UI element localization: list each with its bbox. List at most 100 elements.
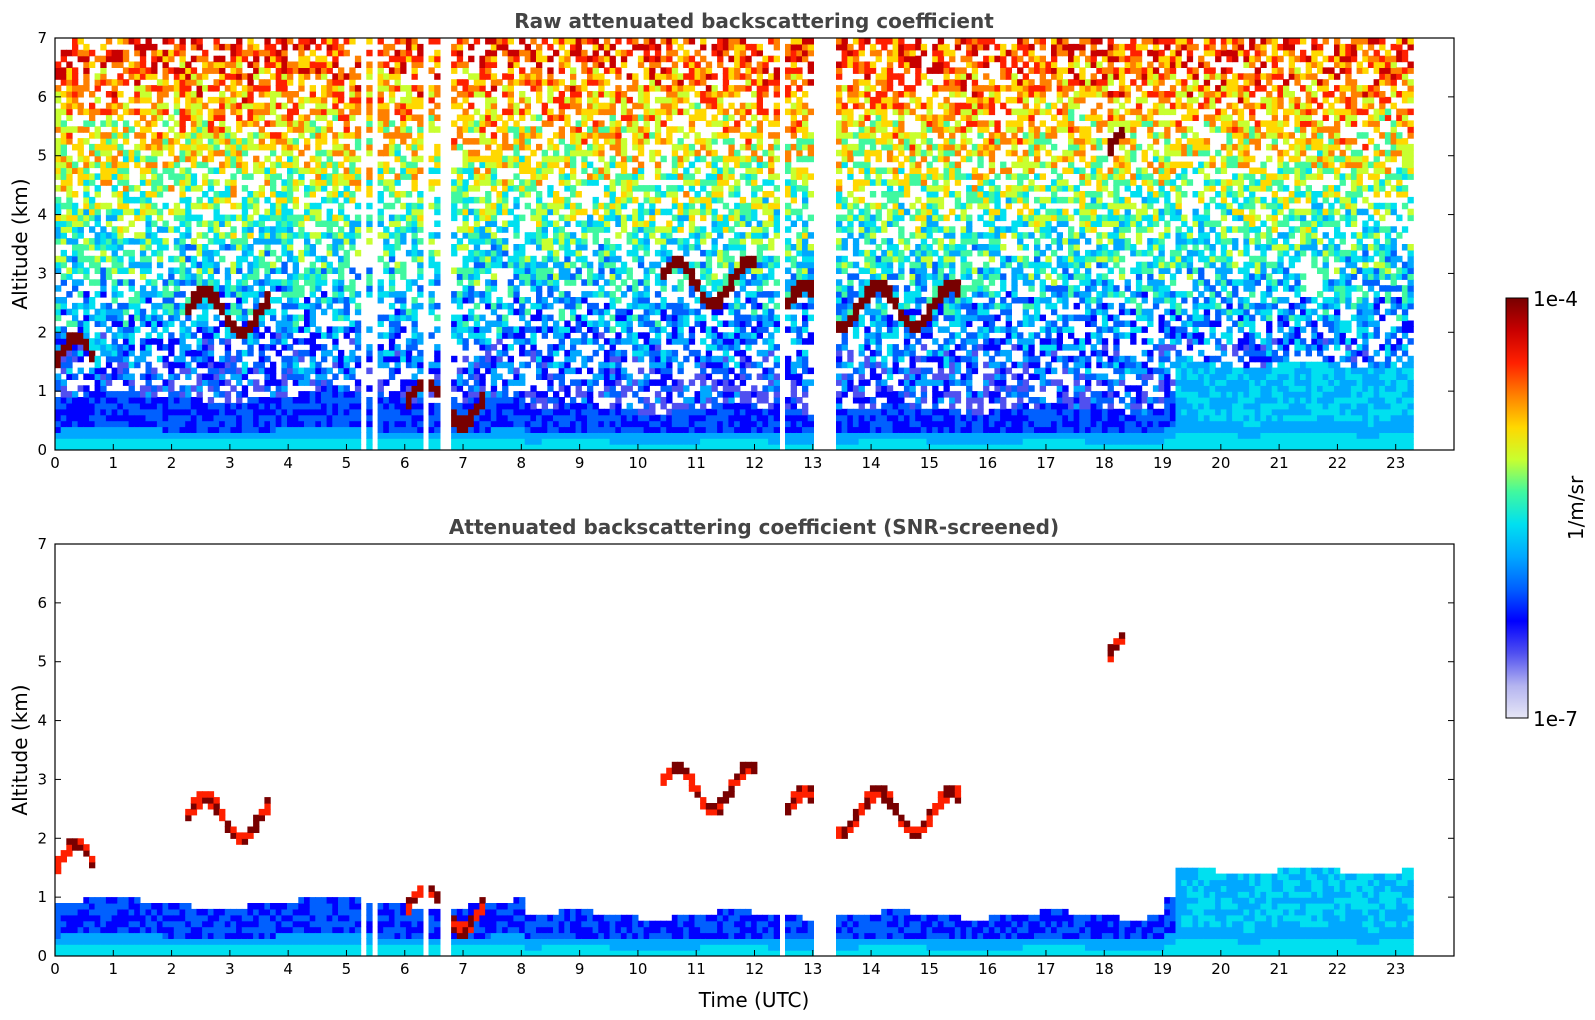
heatmap-cell	[643, 414, 650, 422]
heatmap-cell	[281, 397, 288, 404]
heatmap-cell	[100, 438, 107, 445]
heatmap-cell	[575, 314, 582, 322]
heatmap-cell	[603, 326, 611, 333]
heatmap-cell	[151, 249, 158, 257]
heatmap-cell	[89, 149, 96, 157]
heatmap-cell	[598, 220, 605, 227]
heatmap-cell	[281, 302, 288, 310]
heatmap-cell	[309, 244, 316, 251]
heatmap-cell	[224, 102, 232, 110]
heatmap-cell	[309, 67, 316, 74]
heatmap-cell	[168, 55, 175, 63]
heatmap-cell	[281, 249, 288, 257]
heatmap-cell	[581, 414, 588, 422]
heatmap-cell	[502, 397, 509, 404]
heatmap-cell	[55, 202, 62, 210]
heatmap-cell	[660, 173, 667, 180]
heatmap-cell	[332, 432, 339, 439]
heatmap-cell	[145, 291, 152, 298]
heatmap-cell	[502, 438, 509, 445]
heatmap-cell	[185, 279, 192, 286]
heatmap-cell	[89, 208, 96, 216]
heatmap-cell	[309, 444, 316, 450]
heatmap-cell	[213, 426, 220, 433]
heatmap-cell	[145, 155, 152, 163]
heatmap-cell	[615, 308, 622, 316]
heatmap-cell	[615, 255, 622, 263]
heatmap-cell	[219, 73, 226, 80]
heatmap-cell	[632, 238, 639, 245]
heatmap-cell	[100, 426, 107, 433]
heatmap-cell	[202, 314, 209, 322]
heatmap-cell	[354, 126, 362, 133]
heatmap-cell	[660, 438, 667, 445]
heatmap-cell	[558, 402, 565, 410]
heatmap-cell	[332, 91, 339, 98]
heatmap-cell	[213, 361, 220, 369]
heatmap-cell	[553, 373, 560, 380]
heatmap-cell	[202, 143, 209, 151]
heatmap-cell	[524, 408, 531, 416]
heatmap-cell	[519, 302, 526, 310]
heatmap-cell	[502, 320, 509, 327]
heatmap-cell	[615, 361, 622, 369]
heatmap-cell	[60, 55, 67, 63]
heatmap-cell	[72, 444, 79, 450]
heatmap-cell	[354, 249, 362, 257]
heatmap-cell	[485, 167, 492, 174]
heatmap-cell	[575, 126, 582, 133]
heatmap-cell	[513, 249, 520, 257]
heatmap-cell	[468, 102, 475, 110]
heatmap-cell	[558, 326, 565, 333]
heatmap-cell	[162, 73, 169, 80]
heatmap-cell	[417, 196, 424, 204]
heatmap-cell	[541, 314, 548, 322]
heatmap-cell	[411, 438, 418, 445]
heatmap-cell	[485, 367, 492, 375]
heatmap-cell	[264, 143, 271, 151]
heatmap-cell	[541, 414, 548, 422]
heatmap-cell	[383, 361, 390, 369]
heatmap-cell	[202, 202, 209, 210]
heatmap-cell	[349, 285, 356, 292]
heatmap-cell	[609, 261, 616, 269]
heatmap-cell	[190, 291, 198, 298]
heatmap-cell	[411, 397, 418, 404]
heatmap-cell	[615, 232, 622, 239]
heatmap-cell	[298, 114, 305, 121]
heatmap-cell	[77, 261, 84, 269]
heatmap-cell	[60, 391, 67, 398]
heatmap-cell	[649, 338, 656, 345]
heatmap-cell	[394, 85, 401, 92]
heatmap-cell	[173, 426, 181, 433]
heatmap-cell	[105, 361, 113, 369]
heatmap-cell	[321, 220, 328, 227]
heatmap-cell	[304, 308, 311, 316]
heatmap-cell	[190, 273, 198, 280]
heatmap-cell	[292, 267, 299, 274]
heatmap-cell	[649, 420, 656, 428]
heatmap-cell	[275, 132, 282, 139]
heatmap-cell	[94, 314, 101, 322]
heatmap-cell	[207, 397, 215, 404]
heatmap-cell	[603, 161, 611, 169]
heatmap-cell	[241, 238, 249, 245]
heatmap-cell	[287, 273, 294, 280]
heatmap-cell	[456, 338, 464, 345]
heatmap-cell	[173, 408, 181, 416]
heatmap-cell	[343, 132, 350, 139]
heatmap-cell	[89, 420, 96, 428]
heatmap-cell	[620, 320, 628, 327]
heatmap-cell	[553, 320, 560, 327]
heatmap-cell	[485, 143, 492, 151]
heatmap-cell	[377, 102, 384, 110]
heatmap-cell	[66, 373, 73, 380]
heatmap-cell	[400, 308, 407, 316]
heatmap-cell	[168, 349, 175, 357]
heatmap-cell	[100, 332, 107, 339]
heatmap-cell	[434, 249, 441, 257]
heatmap-cell	[451, 397, 458, 404]
heatmap-cell	[156, 214, 164, 222]
heatmap-cell	[207, 149, 215, 157]
heatmap-cell	[304, 38, 311, 45]
